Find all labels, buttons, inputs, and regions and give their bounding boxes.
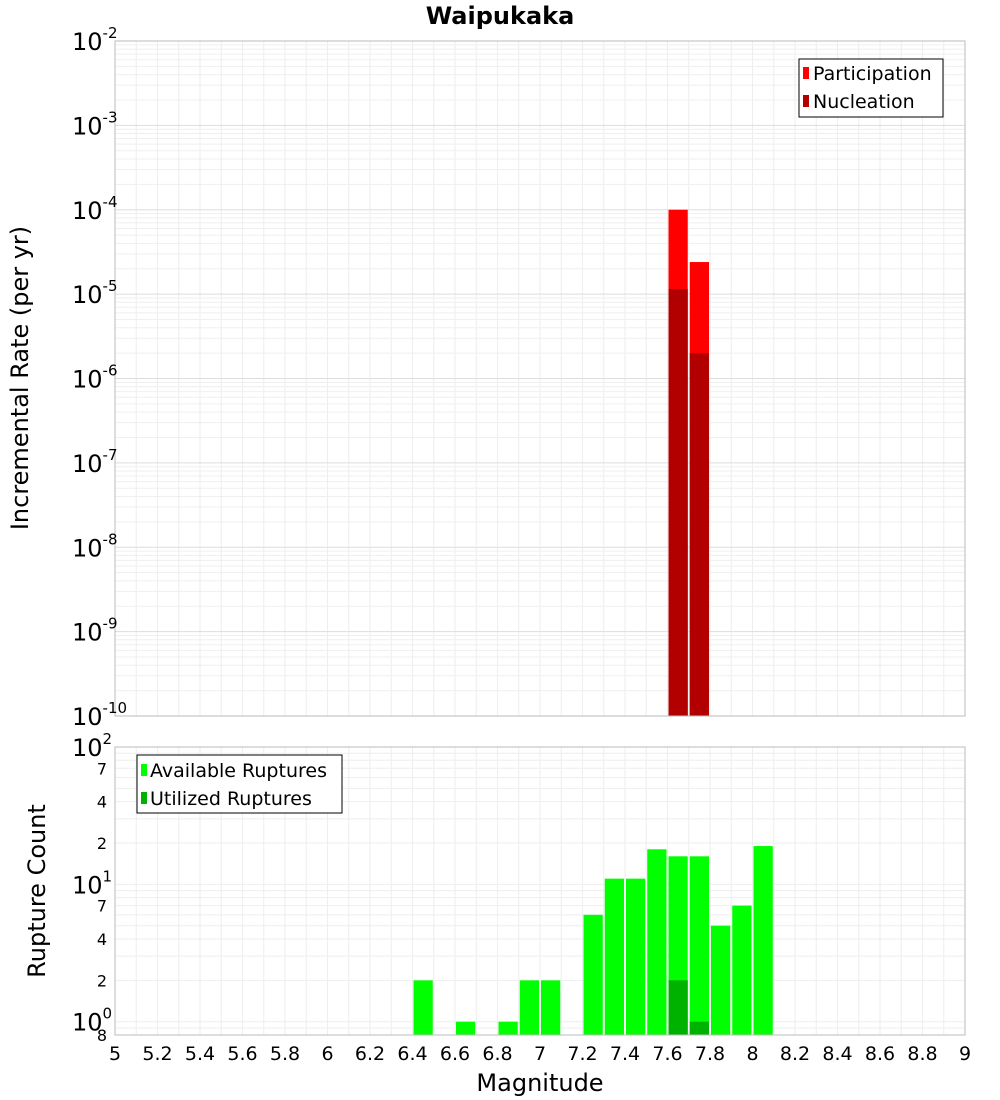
x-tick-label: 9 xyxy=(959,1043,971,1065)
available-ruptures-bar xyxy=(413,980,433,1035)
bottom-y-tick-label: 101 xyxy=(72,867,112,899)
top-y-tick-label: 10-10 xyxy=(72,699,127,731)
bottom-plot-frame xyxy=(114,746,966,1036)
top-plot-frame xyxy=(114,40,966,717)
top-y-tick-label: 10-4 xyxy=(72,193,118,225)
available-ruptures-bar xyxy=(711,925,731,1035)
x-tick-label: 6.4 xyxy=(397,1043,427,1065)
bottom-y-minor-tick-label: 7 xyxy=(97,897,107,916)
top-y-tick-label: 10-3 xyxy=(72,108,118,140)
legend-swatch-participation xyxy=(803,67,809,79)
rupture-count-plot: 100 101 102 8 2 4 7 2 4 7 5 5.2 5.4 5.6 5.8 6 6.2 6.4 6.6… xyxy=(23,730,971,1097)
available-ruptures-bar xyxy=(647,849,667,1035)
x-axis-label: Magnitude xyxy=(476,1069,603,1097)
x-tick-label: 8.8 xyxy=(907,1043,937,1065)
available-ruptures-bar xyxy=(732,905,752,1035)
legend-label-utilized-ruptures: Utilized Ruptures xyxy=(150,788,312,810)
legend-swatch-available-ruptures xyxy=(141,764,147,776)
top-plot-legend: Participation Nucleation xyxy=(798,58,944,118)
x-tick-label: 5.6 xyxy=(227,1043,257,1065)
bottom-y-minor-tick-label: 4 xyxy=(97,793,107,812)
participation-plot: 10-10 10-9 10-8 10-7 10-6 10-5 10-4 10-3 10-2 In… xyxy=(6,24,966,731)
x-tick-label: 6.6 xyxy=(440,1043,470,1065)
nucleation-bar xyxy=(668,289,688,716)
x-tick-label: 7.6 xyxy=(652,1043,682,1065)
x-tick-label: 7.4 xyxy=(610,1043,640,1065)
available-ruptures-bar xyxy=(498,1021,518,1035)
x-tick-label: 7.2 xyxy=(567,1043,597,1065)
top-plot-bars xyxy=(668,209,709,716)
utilized-ruptures-bar xyxy=(668,980,688,1035)
x-tick-label: 6.8 xyxy=(482,1043,512,1065)
bottom-plot-y-ticks: 100 101 102 8 2 4 7 2 4 7 xyxy=(72,730,112,1045)
x-tick-label: 5.2 xyxy=(142,1043,172,1065)
legend-label-participation: Participation xyxy=(813,63,932,85)
bottom-y-minor-tick-label: 8 xyxy=(97,1026,107,1045)
available-ruptures-bar xyxy=(519,980,539,1035)
bottom-y-minor-tick-label: 4 xyxy=(97,930,107,949)
x-tick-label: 5.8 xyxy=(270,1043,300,1065)
top-plot-y-axis-label: Incremental Rate (per yr) xyxy=(6,226,34,530)
top-y-tick-label: 10-2 xyxy=(72,24,118,56)
top-y-tick-label: 10-5 xyxy=(72,277,118,309)
top-y-tick-label: 10-9 xyxy=(72,615,118,647)
bottom-plot-legend: Available Ruptures Utilized Ruptures xyxy=(136,754,343,814)
available-ruptures-bar xyxy=(626,878,646,1035)
x-tick-label: 5 xyxy=(109,1043,121,1065)
top-y-tick-label: 10-7 xyxy=(72,446,118,478)
x-tick-label: 8.6 xyxy=(865,1043,895,1065)
legend-swatch-nucleation xyxy=(803,95,809,107)
available-ruptures-bar xyxy=(689,856,709,1035)
bottom-y-tick-label: 100 xyxy=(72,1005,112,1037)
available-ruptures-bar xyxy=(753,846,773,1035)
chart-title: Waipukaka xyxy=(426,2,575,30)
x-tick-label: 5.4 xyxy=(185,1043,215,1065)
available-ruptures-bar xyxy=(604,878,624,1035)
legend-swatch-utilized-ruptures xyxy=(141,792,147,804)
top-plot-y-ticks: 10-10 10-9 10-8 10-7 10-6 10-5 10-4 10-3 10-2 xyxy=(72,24,127,731)
x-tick-label: 7 xyxy=(534,1043,546,1065)
bottom-plot-bars xyxy=(413,846,773,1035)
top-plot-grid xyxy=(114,41,966,717)
available-ruptures-bar xyxy=(456,1021,476,1035)
bottom-plot-y-axis-label: Rupture Count xyxy=(23,804,51,978)
top-y-tick-label: 10-8 xyxy=(72,530,118,562)
bottom-y-minor-tick-label: 2 xyxy=(97,971,107,990)
bottom-plot-x-ticks: 5 5.2 5.4 5.6 5.8 6 6.2 6.4 6.6 6.8 7 7.2 7.4 7.6 7.8 8… xyxy=(109,1043,971,1065)
top-legend-box xyxy=(798,58,944,118)
x-tick-label: 6.2 xyxy=(355,1043,385,1065)
x-tick-label: 8.2 xyxy=(780,1043,810,1065)
legend-label-available-ruptures: Available Ruptures xyxy=(150,760,327,782)
bottom-y-minor-tick-label: 2 xyxy=(97,834,107,853)
x-tick-label: 8.4 xyxy=(822,1043,852,1065)
x-tick-label: 6 xyxy=(321,1043,333,1065)
bottom-y-tick-label: 102 xyxy=(72,730,112,762)
available-ruptures-bar xyxy=(541,980,561,1035)
bottom-legend-box xyxy=(136,754,343,814)
top-y-tick-label: 10-6 xyxy=(72,362,118,394)
utilized-ruptures-bar xyxy=(689,1021,709,1035)
legend-label-nucleation: Nucleation xyxy=(813,91,915,113)
nucleation-bar xyxy=(689,353,709,716)
x-tick-label: 8 xyxy=(746,1043,758,1065)
available-ruptures-bar xyxy=(583,914,603,1035)
x-tick-label: 7.8 xyxy=(695,1043,725,1065)
bottom-y-minor-tick-label: 7 xyxy=(97,759,107,778)
